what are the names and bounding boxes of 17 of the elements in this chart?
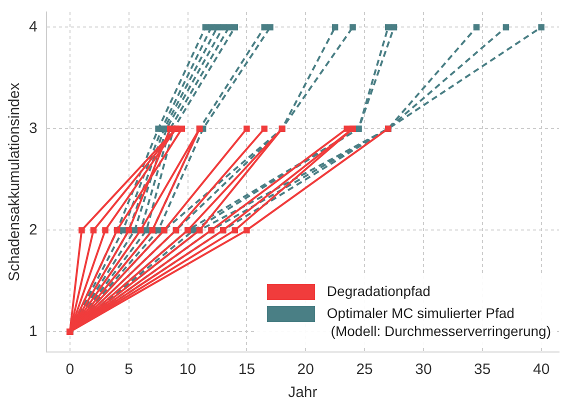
x-tick-label: 0	[66, 361, 74, 378]
y-tick-label: 3	[29, 120, 38, 137]
x-tick-label: 35	[474, 361, 491, 378]
legend-label: Degradationpfad	[326, 282, 430, 300]
y-tick-label: 4	[29, 18, 38, 36]
y-tick-label: 1	[29, 322, 38, 340]
x-axis-title: Jahr	[288, 384, 318, 402]
x-tick-label: 5	[124, 361, 134, 378]
y-axis-title: Schadensakkumulationsindex	[6, 82, 24, 282]
x-tick-label: 30	[415, 361, 432, 378]
x-tick-label: 15	[238, 361, 256, 378]
x-tick-label: 40	[532, 361, 550, 378]
x-tick-label: 10	[179, 361, 196, 378]
x-tick-label: 25	[356, 361, 373, 378]
legend-label: Optimaler MC simulierter Pfad (Modell: Durchmesserverringerung)	[326, 304, 551, 340]
y-tick-label: 2	[29, 221, 38, 238]
x-tick-label: 20	[297, 361, 314, 378]
